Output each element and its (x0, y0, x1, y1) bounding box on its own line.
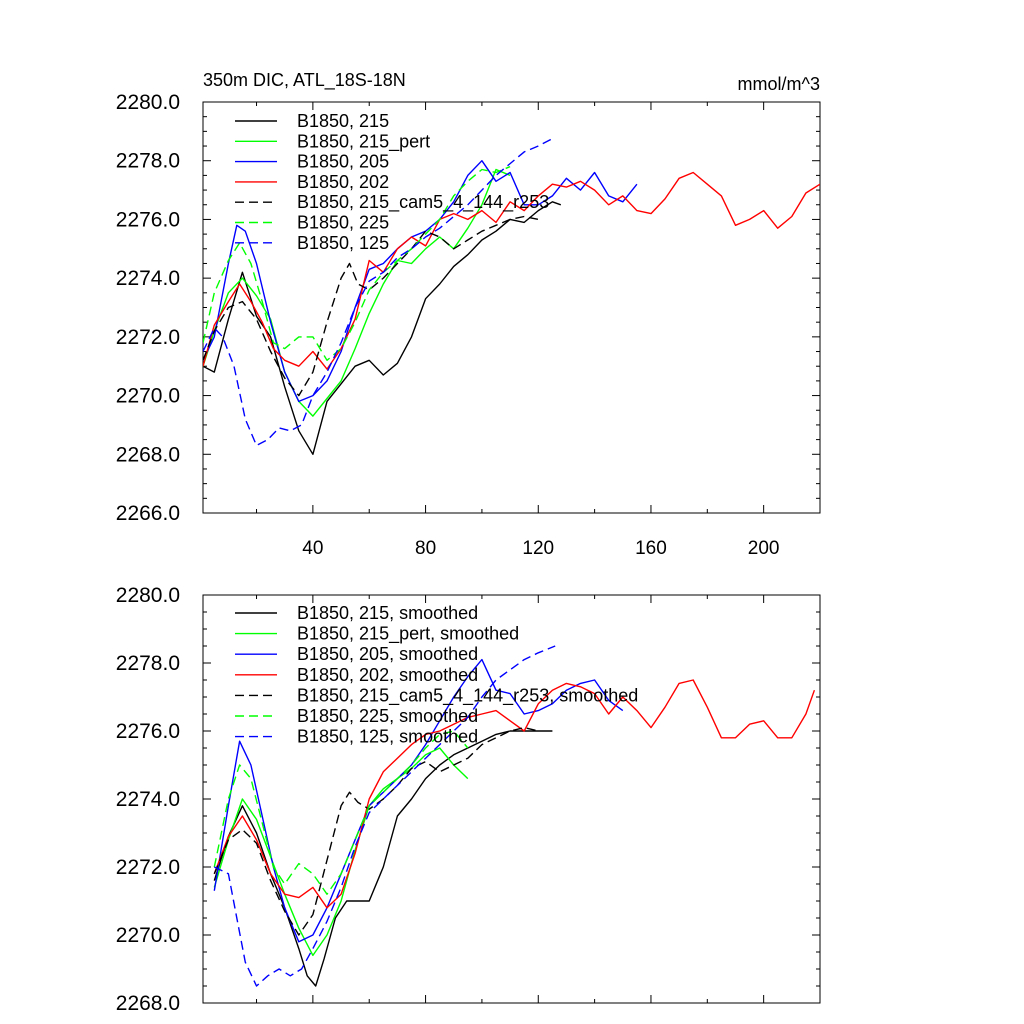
y-tick-label: 2266.0 (116, 502, 180, 525)
series-line-5 (213, 726, 539, 936)
y-tick-label: 2278.0 (116, 150, 180, 173)
x-tick-label: 80 (415, 538, 436, 559)
legend-label: B1850, 205 (297, 152, 389, 172)
chart-title: 350m DIC, ATL_18S-18N (203, 70, 406, 91)
chart-panel-1: 2266.0 2268.0 2270.0 2272.0 2274.0 2276.0 2278… (116, 70, 821, 559)
legend-label: B1850, 215_pert (297, 131, 430, 152)
y-tick-label: 2272.0 (116, 856, 180, 879)
plot-frame (202, 101, 821, 514)
series-line-4 (213, 679, 816, 909)
y-tick-label: 2280.0 (116, 91, 180, 114)
y-tick-label: 2276.0 (116, 720, 180, 743)
x-tick-label: 40 (302, 538, 323, 559)
legend-label: B1850, 225 (297, 213, 389, 233)
series-line-1 (203, 201, 562, 455)
y-tick-label: 2268.0 (116, 443, 180, 466)
legend-label: B1850, 225, smoothed (297, 706, 478, 726)
series-line-6 (203, 165, 511, 361)
y-tick-label: 2270.0 (116, 385, 180, 408)
y-tick-label: 2272.0 (116, 326, 180, 349)
legend-label: B1850, 202 (297, 172, 389, 192)
legend-label: B1850, 215, smoothed (297, 603, 478, 623)
plot-frame (202, 594, 821, 1004)
y-tick-label: 2276.0 (116, 208, 180, 231)
series-line-2 (203, 168, 511, 417)
legend-label: B1850, 202, smoothed (297, 665, 478, 685)
series-group (213, 645, 816, 987)
legend-label: B1850, 125, smoothed (297, 727, 478, 747)
series-line-4 (203, 171, 820, 370)
series-line-1 (213, 730, 553, 987)
legend-label: B1850, 215_cam5_4_144_r253 (297, 192, 549, 213)
legend-label: B1850, 205, smoothed (297, 644, 478, 664)
series-line-7 (213, 645, 556, 987)
x-tick-label: 200 (748, 538, 780, 559)
legend-label: B1850, 215_cam5_4_144_r253, smoothed (297, 685, 638, 706)
legend-label: B1850, 125 (297, 233, 389, 253)
y-tick-label: 2274.0 (116, 788, 180, 811)
y-tick-label: 2274.0 (116, 267, 180, 290)
series-group (203, 136, 820, 455)
legend-label: B1850, 215_pert, smoothed (297, 624, 519, 645)
legend-label: B1850, 215 (297, 111, 389, 131)
units-label: mmol/m^3 (738, 74, 820, 94)
x-tick-label: 160 (635, 538, 667, 559)
y-tick-label: 2270.0 (116, 924, 180, 947)
x-tick-label: 120 (522, 538, 554, 559)
y-tick-label: 2278.0 (116, 652, 180, 675)
chart-panel-2: 2268.0 2270.0 2272.0 2274.0 2276.0 2278.0 2280… (116, 584, 821, 1015)
series-line-6 (213, 730, 469, 895)
y-tick-label: 2280.0 (116, 584, 180, 607)
y-tick-label: 2268.0 (116, 992, 180, 1015)
series-line-7 (203, 136, 556, 447)
series-line-5 (203, 215, 539, 397)
series-line-2 (213, 747, 469, 957)
